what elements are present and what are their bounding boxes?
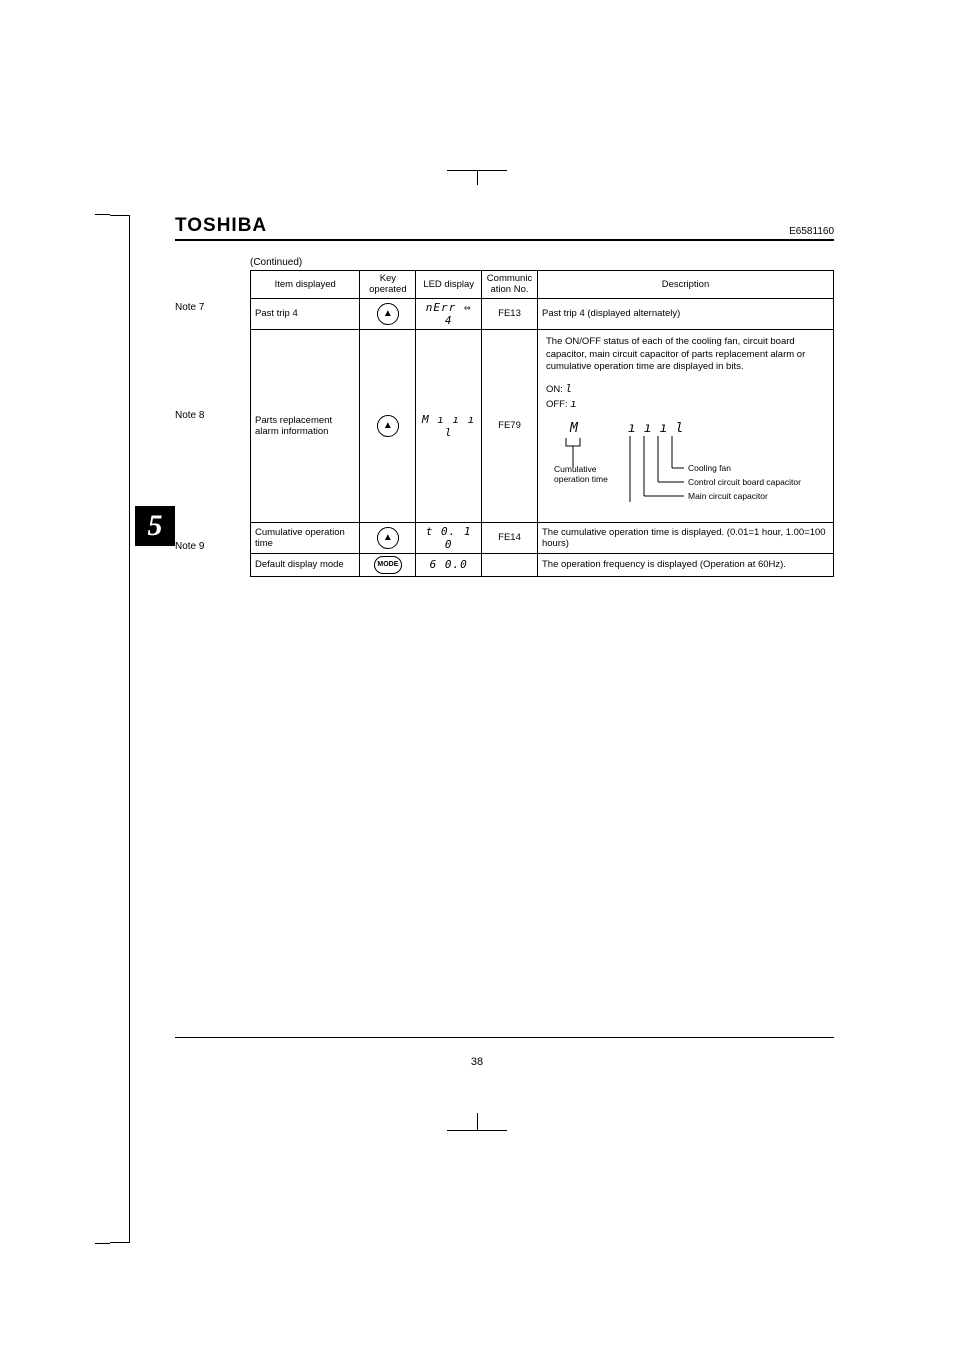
note-7-label: Note 7 bbox=[175, 302, 204, 313]
cell-comm: FE13 bbox=[482, 298, 538, 329]
off-glyph: ı bbox=[570, 397, 578, 410]
table-row: Default display mode MODE 6 0.0 The oper… bbox=[251, 553, 834, 576]
cell-item: Parts replacement alarm information bbox=[251, 329, 360, 522]
cell-item: Past trip 4 bbox=[251, 298, 360, 329]
brand-logo: TOSHIBA bbox=[175, 215, 267, 237]
on-glyph: l bbox=[566, 382, 574, 395]
th-key: Key operated bbox=[360, 271, 416, 299]
up-arrow-icon: ▲ bbox=[377, 527, 399, 549]
diag-cumulative-2: operation time bbox=[554, 474, 608, 484]
mode-button-icon: MODE bbox=[374, 556, 402, 574]
cell-led: nErr ⇔ 4 bbox=[416, 298, 482, 329]
top-crop-mark bbox=[447, 170, 507, 190]
th-desc: Description bbox=[537, 271, 833, 299]
cell-comm: FE79 bbox=[482, 329, 538, 522]
note-8-label: Note 8 bbox=[175, 410, 204, 421]
cell-desc: The cumulative operation time is display… bbox=[537, 522, 833, 553]
seg-right: ıııl bbox=[628, 421, 691, 436]
desc-intro-text: The ON/OFF status of each of the cooling… bbox=[546, 336, 825, 374]
cell-desc: Past trip 4 (displayed alternately) bbox=[537, 298, 833, 329]
table-row: Parts replacement alarm information ▲ M … bbox=[251, 329, 834, 522]
footer-divider bbox=[175, 1037, 834, 1038]
cell-item: Default display mode bbox=[251, 553, 360, 576]
note-9-label: Note 9 bbox=[175, 541, 204, 552]
diag-fan: Cooling fan bbox=[688, 463, 731, 473]
left-binding-mark bbox=[95, 215, 130, 1243]
diag-cumulative-1: Cumulative bbox=[554, 464, 597, 474]
page-header: TOSHIBA E6581160 bbox=[175, 215, 834, 241]
cell-desc: The operation frequency is displayed (Op… bbox=[537, 553, 833, 576]
document-number: E6581160 bbox=[789, 226, 834, 237]
cell-key: ▲ bbox=[360, 329, 416, 522]
up-arrow-icon: ▲ bbox=[377, 303, 399, 325]
diagram-svg: M ıııl bbox=[554, 420, 824, 512]
page-content: TOSHIBA E6581160 (Continued) Note 7 Note… bbox=[175, 215, 834, 577]
on-label: ON: bbox=[546, 384, 563, 395]
cell-led: 6 0.0 bbox=[416, 553, 482, 576]
up-arrow-icon: ▲ bbox=[377, 415, 399, 437]
cell-key: MODE bbox=[360, 553, 416, 576]
cell-key: ▲ bbox=[360, 522, 416, 553]
seg-left: M bbox=[569, 421, 579, 436]
th-comm: Communic ation No. bbox=[482, 271, 538, 299]
page-number: 38 bbox=[471, 1056, 483, 1068]
th-item: Item displayed bbox=[251, 271, 360, 299]
th-led: LED display bbox=[416, 271, 482, 299]
diag-ctrl: Control circuit board capacitor bbox=[688, 477, 801, 487]
cell-led: t 0. 1 0 bbox=[416, 522, 482, 553]
cell-comm: FE14 bbox=[482, 522, 538, 553]
parts-replacement-diagram: M ıııl bbox=[554, 420, 825, 512]
cell-key: ▲ bbox=[360, 298, 416, 329]
table-row: Cumulative operation time ▲ t 0. 1 0 FE1… bbox=[251, 522, 834, 553]
cell-comm bbox=[482, 553, 538, 576]
bottom-crop-mark bbox=[447, 1106, 507, 1131]
diag-main-1: Main circuit capacitor bbox=[688, 491, 768, 501]
off-label: OFF: bbox=[546, 399, 568, 410]
table-row: Past trip 4 ▲ nErr ⇔ 4 FE13 Past trip 4 … bbox=[251, 298, 834, 329]
status-monitor-table: Item displayed Key operated LED display … bbox=[250, 270, 834, 577]
cell-led: M ı ı ı l bbox=[416, 329, 482, 522]
cell-desc: The ON/OFF status of each of the cooling… bbox=[537, 329, 833, 522]
continued-label: (Continued) bbox=[250, 257, 834, 268]
cell-item: Cumulative operation time bbox=[251, 522, 360, 553]
chapter-tab: 5 bbox=[135, 506, 175, 546]
